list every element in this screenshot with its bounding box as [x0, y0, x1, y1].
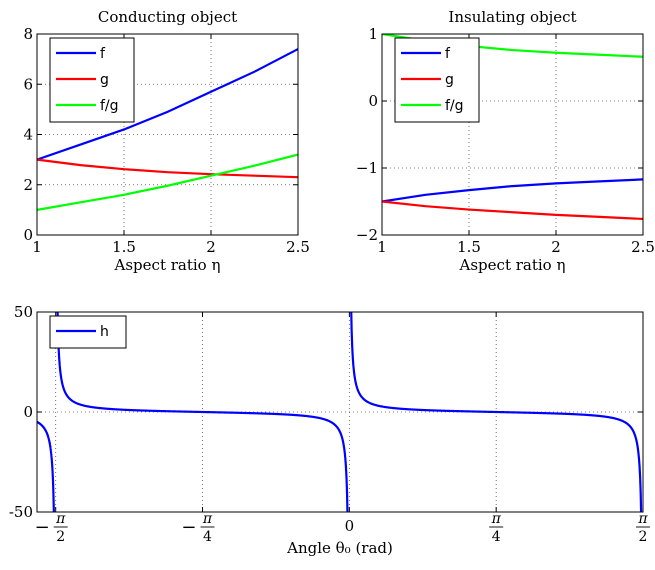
legend: fg f/g — [49, 37, 135, 123]
x-tick-label: 1 — [32, 238, 42, 256]
x-tick-label: 2.5 — [286, 238, 310, 256]
x-tick-label-numerator: π — [202, 511, 213, 527]
x-tick-label: 2 — [206, 238, 216, 256]
series-group — [37, 312, 643, 512]
legend-label-f: f — [445, 46, 451, 62]
x-tick-label-numerator: π — [637, 511, 648, 527]
x-tick-label-denominator: 2 — [56, 529, 65, 545]
series-line-f — [37, 48, 298, 161]
axes-frame — [381, 33, 644, 236]
x-tick-label: π4 — [489, 511, 504, 545]
y-tick-label: 6 — [23, 75, 33, 93]
x-tick-label-minus: − — [35, 517, 50, 538]
x-tick-label: π 2− — [35, 511, 68, 545]
series-line-f — [382, 178, 643, 203]
legend-label-h: h — [100, 324, 109, 340]
x-axis-label: Aspect ratio η — [114, 256, 221, 274]
x-tick-label-denominator: 2 — [639, 529, 648, 545]
series-line-g — [37, 158, 298, 179]
x-tick-label: 0 — [345, 517, 355, 535]
x-tick-label: π 4− — [181, 511, 215, 545]
x-tick-label: π2 — [636, 511, 650, 545]
x-tick-label: 2 — [551, 238, 561, 256]
series-line-f/g — [37, 153, 298, 211]
chart-panel-1: 1 1.5 2 2.5 0 2 4 6 8 Conducting object Aspect rat… — [23, 8, 309, 274]
series-group — [37, 48, 298, 211]
chart-title: Conducting object — [98, 8, 237, 26]
y-tick-label: 8 — [23, 25, 33, 43]
x-tick-label-numerator: π — [491, 511, 502, 527]
y-tick-label: -50 — [9, 503, 33, 521]
legend-label-f: f — [100, 46, 106, 62]
y-tick-label: 50 — [14, 303, 33, 321]
x-tick-label-denominator: 4 — [492, 529, 501, 545]
x-tick-label-numerator: π — [55, 511, 66, 527]
series-line-g — [382, 200, 643, 221]
y-tick-label: −1 — [356, 159, 378, 177]
legend-label-f/g: f/g — [445, 98, 464, 114]
series-line-h-branch-1 — [37, 420, 55, 512]
y-tick-label: 0 — [368, 92, 378, 110]
x-axis-label: Aspect ratio η — [459, 256, 566, 274]
y-tick-label: −2 — [356, 226, 378, 244]
x-tick-label: 1.5 — [112, 238, 136, 256]
legend-label-g: g — [100, 72, 109, 88]
x-tick-label: 2.5 — [631, 238, 655, 256]
series-line-h-branch-2 — [56, 312, 349, 512]
x-tick-label-minus: − — [181, 517, 196, 538]
series-line-h-branch-3 — [350, 312, 643, 512]
y-tick-label: 0 — [23, 226, 33, 244]
legend-label-g: g — [445, 72, 454, 88]
x-tick-label: 1 — [377, 238, 387, 256]
chart-panel-2: 1 1.5 2 2.5 −2 −1 0 1 Insulating object Aspect ra… — [356, 8, 655, 274]
legend-label-f/g: f/g — [100, 98, 119, 114]
x-tick-label-denominator: 4 — [203, 529, 212, 545]
plot-area — [37, 312, 643, 512]
legend: fg f/g — [394, 37, 480, 123]
x-axis-label: Angle θ₀ (rad) — [286, 539, 393, 557]
legend: h — [49, 315, 127, 349]
x-tick-label: 1.5 — [457, 238, 481, 256]
y-tick-label: 1 — [368, 25, 378, 43]
y-tick-label: 4 — [23, 126, 33, 144]
y-tick-label: 2 — [23, 176, 33, 194]
chart-title: Insulating object — [448, 8, 576, 26]
y-tick-label: 0 — [23, 403, 33, 421]
